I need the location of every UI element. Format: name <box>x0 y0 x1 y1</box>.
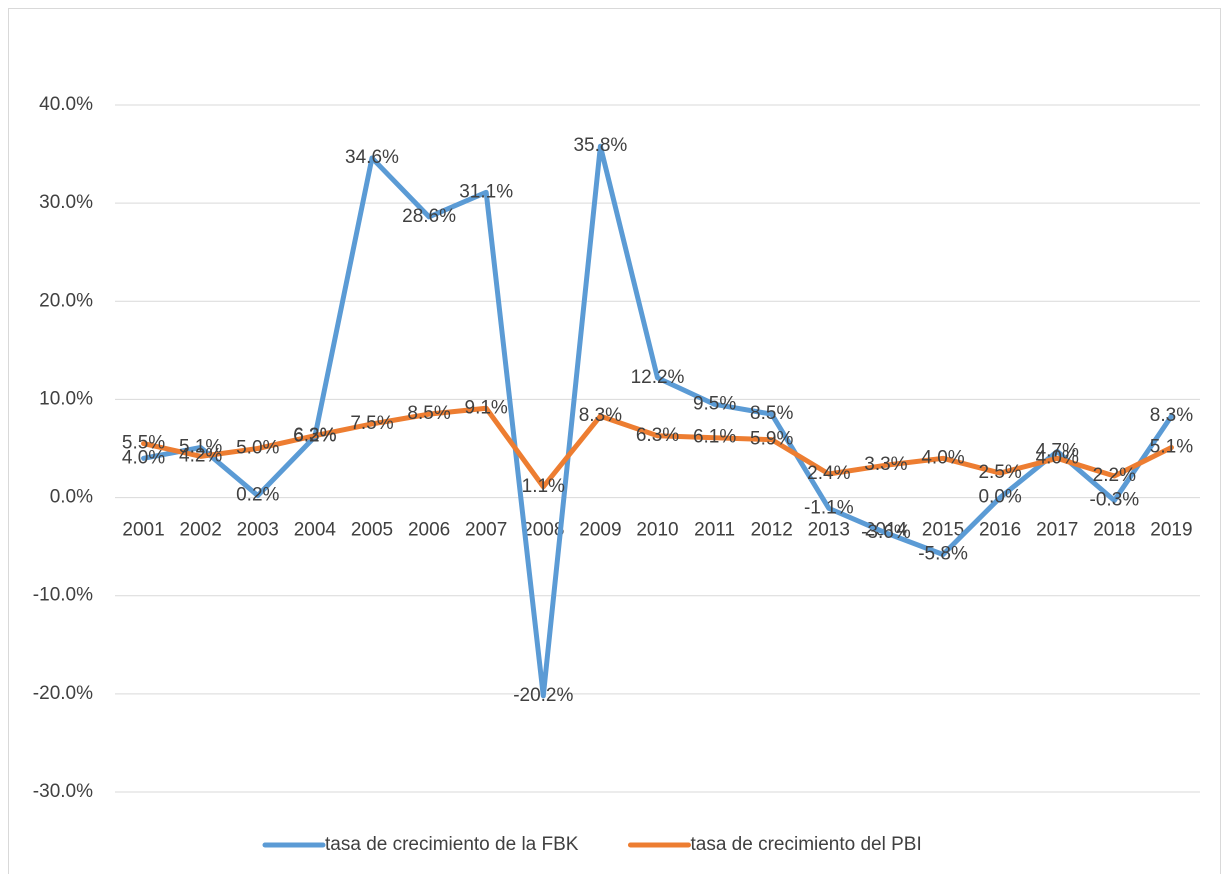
y-tick-label: -20.0% <box>33 683 93 704</box>
x-tick-label: 2003 <box>237 520 279 541</box>
y-tick-label: 30.0% <box>39 192 93 213</box>
data-label: 0.2% <box>236 485 279 506</box>
data-label: 8.3% <box>1150 405 1193 426</box>
data-label: 9.1% <box>465 397 508 418</box>
data-label: 2.2% <box>1093 465 1136 486</box>
x-tick-label: 2015 <box>922 520 964 541</box>
y-tick-label: -10.0% <box>33 585 93 606</box>
y-tick-label: 40.0% <box>39 94 93 115</box>
data-label: 4.2% <box>179 445 222 466</box>
data-label: 8.5% <box>407 403 450 424</box>
data-label: -1.1% <box>804 497 854 518</box>
data-label: 2.4% <box>807 463 850 484</box>
legend-label: tasa de crecimiento de la FBK <box>325 834 579 855</box>
legend-label: tasa de crecimiento del PBI <box>690 834 921 855</box>
x-tick-label: 2018 <box>1093 520 1135 541</box>
data-label: 5.1% <box>179 437 222 458</box>
data-label: 0.0% <box>978 487 1021 508</box>
data-label: 3.3% <box>864 454 907 475</box>
data-label: 6.3% <box>636 425 679 446</box>
data-label: 6.3% <box>293 425 336 446</box>
data-label: 28.6% <box>402 206 456 227</box>
x-tick-label: 2005 <box>351 520 393 541</box>
x-tick-label: 2012 <box>751 520 793 541</box>
data-label: 1.1% <box>522 476 565 497</box>
x-tick-label: 2011 <box>694 520 735 541</box>
data-label: 5.5% <box>122 433 165 454</box>
data-label: -5.8% <box>918 544 968 565</box>
x-tick-label: 2002 <box>180 520 222 541</box>
x-tick-label: 2008 <box>522 520 564 541</box>
data-label: 5.0% <box>236 438 279 459</box>
legend: tasa de crecimiento de la FBK tasa de cre… <box>262 834 922 855</box>
data-label: -3.6% <box>861 522 911 543</box>
x-tick-label: 2017 <box>1036 520 1078 541</box>
data-label: 4.7% <box>1036 440 1079 461</box>
x-tick-label: 2001 <box>122 520 164 541</box>
data-label: 7.5% <box>350 413 393 434</box>
y-tick-label: 0.0% <box>50 487 93 508</box>
data-label: 9.5% <box>693 393 736 414</box>
data-label: 12.2% <box>631 367 685 388</box>
data-label: -0.3% <box>1090 490 1140 511</box>
data-label: -20.2% <box>513 685 573 706</box>
data-label: 5.9% <box>750 429 793 450</box>
x-tick-label: 2004 <box>294 520 337 541</box>
data-label: 8.5% <box>750 403 793 424</box>
y-tick-label: 10.0% <box>39 388 93 409</box>
data-label: 6.1% <box>693 427 736 448</box>
x-tick-label: 2009 <box>579 520 621 541</box>
data-label: 6.2% <box>293 426 336 447</box>
data-label: 4.0% <box>921 447 964 468</box>
x-tick-label: 2006 <box>408 520 450 541</box>
x-tick-label: 2013 <box>808 520 850 541</box>
y-tick-label: -30.0% <box>33 781 93 802</box>
series-line <box>141 143 1174 699</box>
data-label: 4.0% <box>122 447 165 468</box>
x-tick-label: 2016 <box>979 520 1021 541</box>
data-label: 5.1% <box>1150 437 1193 458</box>
x-tick-label: 2019 <box>1150 520 1192 541</box>
x-tick-label: 2007 <box>465 520 507 541</box>
data-label: 4.0% <box>1036 447 1079 468</box>
data-label: 8.3% <box>579 405 622 426</box>
data-label: 2.5% <box>978 462 1021 483</box>
chart-border <box>8 8 1221 874</box>
x-tick-label: 2010 <box>636 520 678 541</box>
data-label: 35.8% <box>573 135 627 156</box>
data-label: 31.1% <box>459 181 513 202</box>
series-line <box>141 405 1174 490</box>
data-label: 34.6% <box>345 147 399 168</box>
y-tick-label: 20.0% <box>39 290 93 311</box>
